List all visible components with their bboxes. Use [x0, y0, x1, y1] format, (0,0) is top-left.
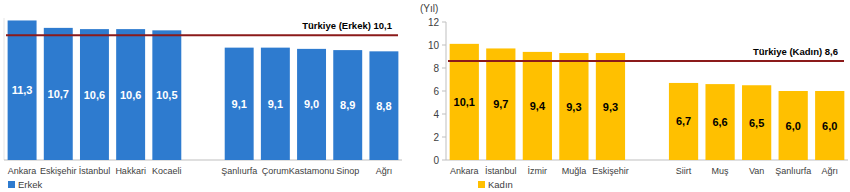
- data-label: 9,4: [530, 100, 546, 112]
- x-tick-label: Ankara: [8, 166, 37, 176]
- x-tick-label: Muğla: [562, 166, 587, 176]
- y-tick-label: 6: [433, 86, 439, 97]
- bar: [152, 30, 181, 160]
- y-tick-label: 10: [428, 40, 440, 51]
- x-tick-label: Sinop: [336, 166, 359, 176]
- data-label: 6,6: [712, 116, 727, 128]
- reference-label: Türkiye (Kadın) 8,6: [753, 46, 838, 57]
- bar: [333, 50, 362, 160]
- figure: 11,3 10,7 10,6 10,6 10,5 9,1 9,1 9,0 8,9 8,8 Ankar…: [0, 0, 850, 192]
- legend-swatch: [8, 181, 15, 188]
- data-labels: 11,3 10,7 10,6 10,6 10,5 9,1 9,1 9,0 8,9 8,8: [12, 84, 392, 111]
- bar: [80, 29, 109, 160]
- bar: [559, 53, 588, 160]
- data-label: 9,7: [493, 98, 508, 110]
- data-label: 6,0: [822, 120, 837, 132]
- bar: [705, 84, 734, 160]
- bars: [8, 20, 399, 160]
- x-tick-label: İzmir: [528, 166, 548, 176]
- bar: [669, 83, 698, 160]
- data-label: 8,9: [340, 99, 355, 111]
- bar: [486, 48, 515, 160]
- bar: [369, 51, 398, 160]
- legend-swatch: [478, 181, 485, 188]
- y-tick-label: 8: [433, 63, 439, 74]
- y-tick: [442, 137, 446, 138]
- data-label: 9,1: [232, 98, 247, 110]
- chart: 0 2 4 6 8 10 12 (Yıl) 10,1 9,7 9,4 9,3 9,3 6,7 6,6 6,5 6…: [420, 3, 848, 190]
- chart: 11,3 10,7 10,6 10,6 10,5 9,1 9,1 9,0 8,9 8,8 Ankar…: [4, 18, 402, 190]
- data-label: 9,3: [603, 101, 618, 113]
- y-tick-label: 0: [433, 155, 439, 166]
- reference-line: [448, 60, 844, 62]
- bar: [44, 28, 73, 160]
- bar: [596, 53, 625, 160]
- reference-label: Türkiye (Erkek) 10,1: [302, 20, 392, 31]
- x-tick-label: Eskişehir: [40, 166, 77, 176]
- y-tick-label: 4: [433, 109, 439, 120]
- x-tick-label: Ağrı: [821, 166, 838, 176]
- bar: [779, 91, 808, 160]
- bar: [815, 91, 844, 160]
- bar: [523, 52, 552, 160]
- data-label: 10,6: [120, 89, 141, 101]
- x-tick-label: Ağrı: [376, 166, 393, 176]
- data-label: 10,1: [454, 96, 475, 108]
- y-axis: [4, 18, 5, 160]
- data-label: 9,1: [268, 98, 283, 110]
- x-tick-label: Eskişehir: [592, 166, 629, 176]
- data-labels: 10,1 9,7 9,4 9,3 9,3 6,7 6,6 6,5 6,0 6,0: [454, 96, 838, 132]
- y-tick: [442, 114, 446, 115]
- bar: [742, 85, 771, 160]
- y-tick: [442, 22, 446, 23]
- legend-label: Kadın: [488, 179, 513, 190]
- y-tick: [442, 45, 446, 46]
- x-tick-label: Kocaeli: [152, 166, 182, 176]
- data-label: 6,5: [749, 117, 764, 129]
- x-tick-label: Hakkari: [115, 166, 146, 176]
- y-tick-label: 12: [428, 17, 440, 28]
- data-label: 10,6: [84, 89, 105, 101]
- x-tick-label: İstanbul: [485, 166, 517, 176]
- y-tick-label: 2: [433, 132, 439, 143]
- x-tick-label: Ankara: [450, 166, 479, 176]
- x-tick-label: Kastamonu: [289, 166, 335, 176]
- x-tick-label: Şanlıurfa: [221, 166, 257, 176]
- x-tick-label: İstanbul: [79, 166, 111, 176]
- data-label: 9,0: [304, 98, 319, 110]
- x-tick-label: Siirt: [676, 166, 692, 176]
- x-tick-label: Şanlıurfa: [775, 166, 811, 176]
- y-tick: [442, 91, 446, 92]
- bar: [297, 49, 326, 160]
- bar: [225, 48, 254, 160]
- bar: [8, 20, 37, 160]
- data-label: 9,3: [566, 101, 581, 113]
- y-tick: [442, 160, 446, 161]
- data-label: 10,5: [156, 89, 177, 101]
- data-label: 8,8: [376, 100, 391, 112]
- legend-label: Erkek: [18, 179, 43, 190]
- x-tick-label: Çorum: [262, 166, 289, 176]
- bar: [116, 29, 145, 160]
- bar: [261, 48, 290, 160]
- y-axis-label: (Yıl): [420, 3, 438, 14]
- data-label: 10,7: [48, 88, 69, 100]
- x-tick-label: Van: [749, 166, 764, 176]
- data-label: 6,7: [676, 115, 691, 127]
- data-label: 6,0: [786, 120, 801, 132]
- x-tick-label: Muş: [712, 166, 730, 176]
- y-tick: [442, 68, 446, 69]
- reference-line: [6, 34, 398, 36]
- data-label: 11,3: [12, 84, 33, 96]
